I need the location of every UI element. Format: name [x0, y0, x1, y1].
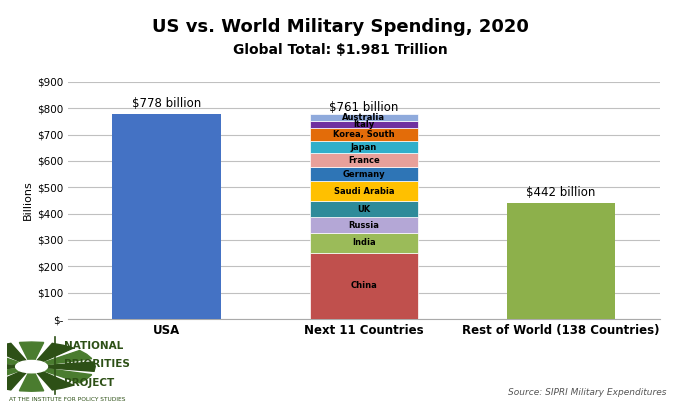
Text: $778 billion: $778 billion	[132, 97, 201, 110]
Text: Japan: Japan	[351, 142, 377, 152]
Circle shape	[16, 360, 48, 373]
Text: Russia: Russia	[348, 221, 379, 230]
Text: AT THE INSTITUTE FOR POLICY STUDIES: AT THE INSTITUTE FOR POLICY STUDIES	[9, 397, 125, 402]
Polygon shape	[20, 342, 44, 366]
Bar	[309, 121, 418, 128]
Polygon shape	[31, 362, 95, 371]
Polygon shape	[31, 343, 73, 366]
Polygon shape	[31, 366, 92, 383]
Polygon shape	[0, 366, 31, 383]
Polygon shape	[0, 351, 31, 366]
Text: India: India	[352, 238, 375, 247]
Text: PROJECT: PROJECT	[64, 378, 114, 388]
Bar	[309, 128, 418, 141]
Text: UK: UK	[357, 205, 371, 214]
Polygon shape	[31, 351, 92, 366]
Bar	[309, 253, 418, 319]
Y-axis label: Billions: Billions	[22, 180, 33, 220]
Polygon shape	[0, 366, 31, 390]
Bar	[309, 234, 418, 253]
Text: $442 billion: $442 billion	[526, 186, 596, 198]
Text: Korea, South: Korea, South	[333, 130, 394, 139]
Bar	[309, 182, 418, 202]
Bar	[112, 114, 221, 319]
Text: Australia: Australia	[342, 113, 386, 122]
Text: NATIONAL: NATIONAL	[64, 341, 123, 351]
Text: China: China	[350, 281, 377, 290]
Bar	[507, 202, 615, 319]
Text: US vs. World Military Spending, 2020: US vs. World Military Spending, 2020	[152, 18, 528, 36]
Bar	[309, 202, 418, 217]
Bar	[309, 217, 418, 234]
Bar	[309, 167, 418, 182]
Text: Saudi Arabia: Saudi Arabia	[334, 187, 394, 196]
Text: France: France	[348, 156, 379, 165]
Bar	[309, 153, 418, 167]
Text: Global Total: $1.981 Trillion: Global Total: $1.981 Trillion	[233, 43, 447, 57]
Polygon shape	[0, 362, 31, 371]
Text: $761 billion: $761 billion	[329, 101, 398, 115]
Text: PRIORITIES: PRIORITIES	[64, 360, 130, 369]
Polygon shape	[20, 366, 44, 391]
Polygon shape	[31, 366, 73, 390]
Text: Germany: Germany	[343, 170, 385, 179]
Polygon shape	[0, 343, 31, 366]
Bar	[309, 114, 418, 121]
Text: Italy: Italy	[353, 120, 375, 129]
Text: Source: SIPRI Military Expenditures: Source: SIPRI Military Expenditures	[508, 388, 666, 397]
Bar	[309, 141, 418, 153]
